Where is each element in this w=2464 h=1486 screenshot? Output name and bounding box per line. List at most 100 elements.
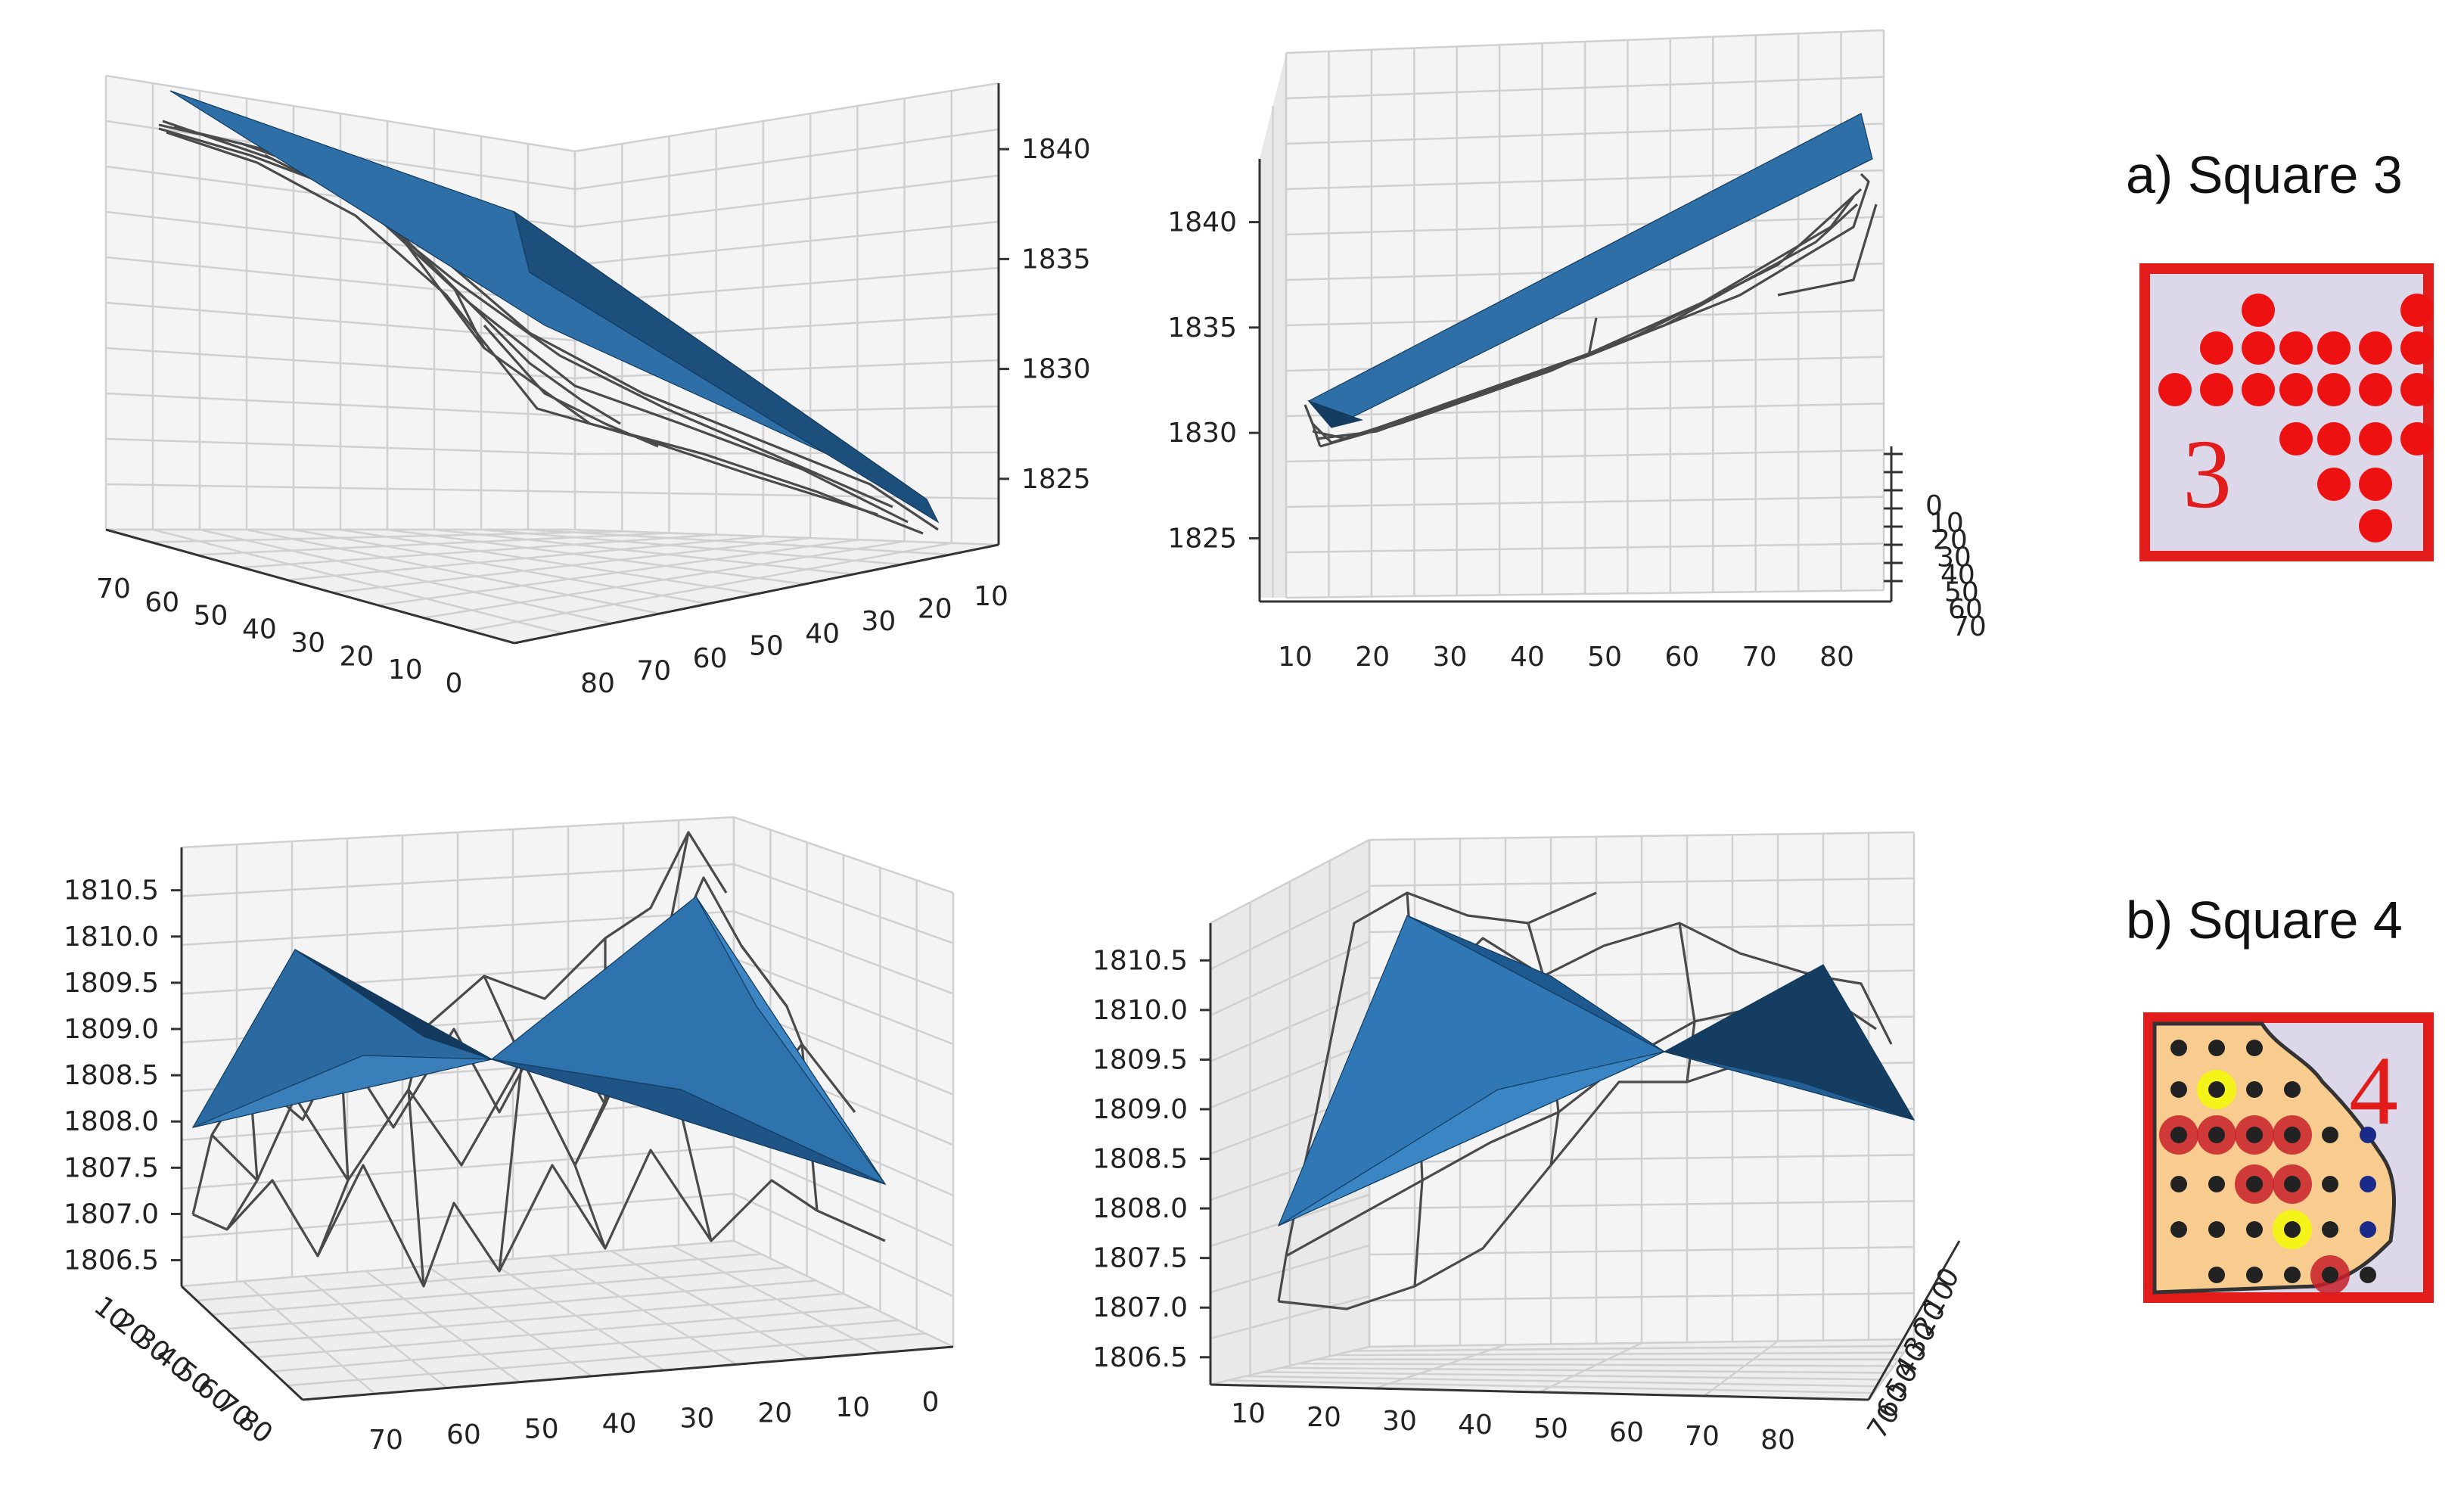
tick-label: 60 xyxy=(1609,1417,1644,1448)
grid-line xyxy=(105,437,576,455)
z-tick-label: 1840 xyxy=(1021,134,1091,165)
wire-line xyxy=(1587,317,1598,356)
tick-label: 50 xyxy=(1587,642,1622,673)
z-tick-labels: 1810.5 1810.0 1809.5 1809.0 1808.5 1808.0 1807… xyxy=(1092,945,1210,1373)
inset-dot xyxy=(2400,422,2434,455)
inset-dot xyxy=(2200,373,2233,406)
inset-dot xyxy=(2208,1221,2225,1238)
z-tick-labels: 1840 1835 1830 1825 xyxy=(1167,207,1260,554)
tick-label: 20 xyxy=(340,641,374,672)
tick-label: 20 xyxy=(757,1397,792,1428)
z-tick-label: 1808.0 xyxy=(64,1106,159,1137)
inset-square3-frame xyxy=(2139,263,2434,561)
tick-label: 50 xyxy=(1533,1413,1568,1444)
grid-line xyxy=(196,532,670,556)
inset-dot xyxy=(2284,1221,2301,1238)
inset-dot xyxy=(2284,1127,2301,1143)
z-tick-label: 1807.5 xyxy=(64,1152,159,1183)
inset-dot xyxy=(2360,1176,2376,1192)
grid-line xyxy=(1210,838,1370,925)
grid-line xyxy=(105,483,576,493)
grid-line xyxy=(293,528,709,605)
grid-line xyxy=(196,1253,762,1301)
x-tick-labels: 70 60 50 40 30 20 10 0 xyxy=(368,1387,939,1456)
grid-line xyxy=(181,1192,735,1239)
grid-line xyxy=(433,528,854,576)
inset-square4-label: 4 xyxy=(2349,1037,2398,1146)
inset-dot xyxy=(2246,1221,2263,1238)
panel3-floor-grid xyxy=(181,1239,954,1401)
inset-dot xyxy=(2322,1267,2338,1283)
grid-line xyxy=(733,816,954,894)
inset-dot xyxy=(2246,1127,2263,1143)
grid-line xyxy=(423,540,905,619)
wire-line xyxy=(158,127,893,508)
grid-line xyxy=(181,816,735,849)
grid-line xyxy=(574,451,999,455)
z-tick-label: 1810.5 xyxy=(64,875,159,906)
grid-line xyxy=(1369,877,1915,888)
tick-label: 10 xyxy=(388,654,423,685)
wire-line xyxy=(1777,204,1878,297)
floor-pane xyxy=(106,530,999,643)
inset-dot xyxy=(2246,1267,2263,1283)
z-tick-label: 1807.0 xyxy=(1092,1292,1188,1323)
wire-line xyxy=(483,324,659,448)
inset-square3-dots xyxy=(2158,294,2434,542)
inset-dot xyxy=(2279,331,2313,365)
inset-dot xyxy=(2317,422,2351,455)
grid-line xyxy=(574,174,999,228)
inset-dot xyxy=(2208,1081,2225,1098)
grid-line xyxy=(256,1306,872,1358)
z-tick-label: 1809.5 xyxy=(64,968,159,999)
fitted-surface xyxy=(1277,915,1916,1227)
z-tick-label: 1835 xyxy=(1021,244,1091,275)
inset-dot xyxy=(2242,373,2275,406)
wire-line xyxy=(1303,404,1322,447)
inset-dot xyxy=(2170,1221,2187,1238)
inset-dot xyxy=(2284,1267,2301,1283)
grid-line xyxy=(733,957,954,1046)
tick-label: 20 xyxy=(1355,642,1390,673)
z-tick-label: 1809.0 xyxy=(1092,1094,1188,1125)
inset-dot xyxy=(2242,294,2275,327)
grid-line xyxy=(527,528,951,556)
tick-label: 40 xyxy=(242,614,277,645)
tick-label: 20 xyxy=(1307,1402,1341,1433)
tick-label: 70 xyxy=(368,1425,403,1456)
inset-square4-dots xyxy=(2159,1040,2376,1295)
caption-square4: b) Square 4 xyxy=(2126,891,2403,950)
grid-line xyxy=(1285,403,1885,418)
z-tick-label: 1809.5 xyxy=(1092,1044,1188,1075)
grid-line xyxy=(574,82,999,153)
inset-dot xyxy=(2284,1176,2301,1192)
grid-line xyxy=(181,863,735,897)
grid-line xyxy=(378,539,858,607)
x-tick-labels: 10 20 30 40 50 60 70 80 xyxy=(1278,642,1854,673)
grid-line xyxy=(272,1319,899,1373)
z-tick-label: 1807.5 xyxy=(1092,1243,1188,1274)
grid-line xyxy=(287,535,764,581)
inset-dot xyxy=(2360,1221,2376,1238)
grid-line xyxy=(181,1239,735,1288)
x-axis xyxy=(514,543,999,645)
inset-dot xyxy=(2170,1127,2187,1143)
tick-label: 70 xyxy=(96,574,131,605)
panel-square3-view1: 1840 1835 1830 1825 70 60 50 40 30 20 10 0 80 70 60 5… xyxy=(96,74,1091,699)
x-tick-labels: 80 70 60 50 40 30 20 10 xyxy=(580,581,1008,699)
inset-dot xyxy=(2317,373,2351,406)
inset-dot xyxy=(2279,373,2313,406)
grid-line xyxy=(340,528,757,595)
z-tick-label: 1806.5 xyxy=(1092,1342,1188,1373)
grid-line xyxy=(241,533,716,569)
panel-square4-view2: 1810.5 1810.0 1809.5 1809.0 1808.5 1808.0 1807… xyxy=(1092,831,1966,1456)
wire-line xyxy=(1678,922,1696,1083)
grid-line xyxy=(574,220,999,266)
tick-label: 60 xyxy=(446,1419,481,1450)
grid-line xyxy=(1375,1344,1506,1390)
tick-label: 80 xyxy=(580,668,615,699)
tick-label: 70 xyxy=(1952,611,1987,642)
